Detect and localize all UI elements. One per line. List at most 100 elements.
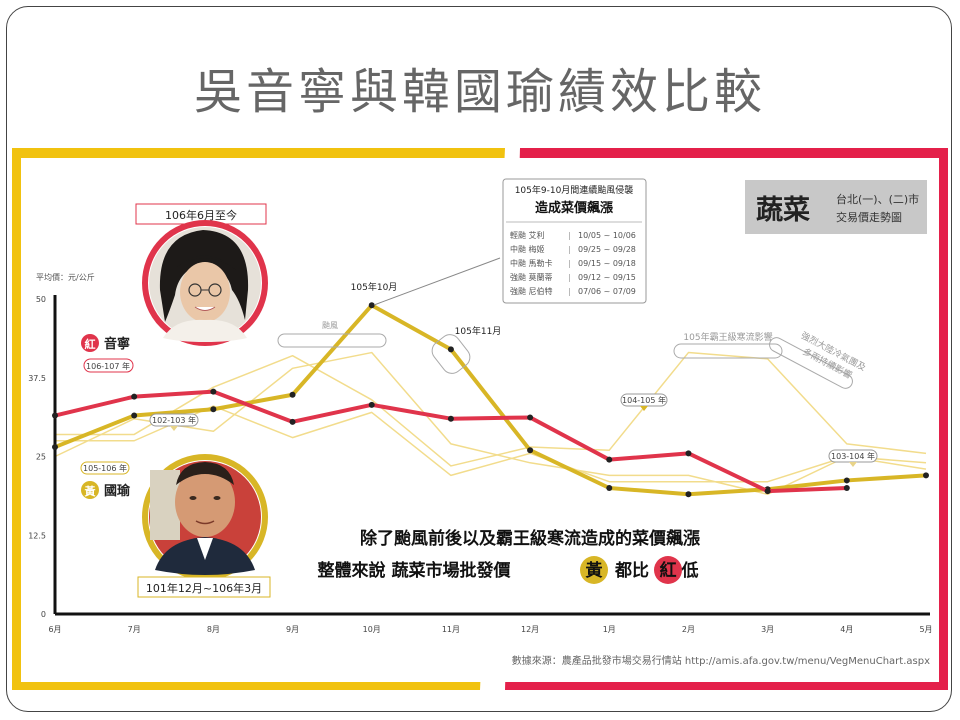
series-point [368, 401, 375, 408]
yellow-period: 101年12月~106年3月 [146, 581, 262, 595]
data-source: 數據來源：農產品批發市場交易行情站 http://amis.afa.gov.tw… [512, 654, 930, 667]
y-tick-label: 12.5 [28, 531, 46, 540]
tag-102-103: 102-103 年 [152, 415, 196, 425]
slide-frame [6, 6, 952, 712]
red-year-tag-bubble [83, 358, 134, 373]
typhoon-dates: 07/06 ~ 07/09 [578, 287, 636, 296]
faint-series-line [55, 351, 927, 467]
typhoon-list: 輕颱 艾利 | 10/05 ~ 10/06 中颱 梅姬 | 09/25 ~ 09/28 中颱… [510, 230, 636, 296]
peak-nov-bubble [431, 334, 471, 374]
y-tick-label: 37.5 [28, 374, 46, 383]
y-tick-label: 0 [41, 610, 46, 619]
typhoon-dates: 09/15 ~ 09/18 [578, 259, 636, 268]
conclusion-line1: 除了颱風前後以及霸王級寒流造成的菜價飆漲 [360, 528, 701, 549]
conclusion-line2-b: 都比 [614, 560, 649, 581]
series-point [685, 450, 692, 457]
y-axis-label: 平均價：元/公斤 [36, 272, 95, 282]
y-tick-label: 25 [36, 453, 46, 462]
x-tick-label: 12月 [521, 625, 539, 634]
chart-subtitle-line2: 交易價走勢圖 [836, 210, 902, 224]
typhoon-separator: | [568, 259, 571, 268]
typhoon-box-subtitle: 造成菜價飆漲 [535, 200, 614, 216]
red-label-dot [81, 334, 99, 352]
typhoon-box-title: 105年9-10月間連續颱風侵襲 [515, 184, 634, 196]
series-point [843, 477, 850, 484]
conclusion-yellow-char: 黃 [585, 561, 603, 581]
tag-103-104-marker [849, 462, 857, 467]
typhoon-tag: 颱風 [322, 321, 338, 330]
conclusion-line2-a: 整體來說 蔬菜市場批發價 [318, 560, 512, 581]
typhoon-name: 中颱 梅姬 [510, 244, 545, 254]
series-point [210, 406, 217, 413]
typhoon-separator: | [568, 245, 571, 254]
x-tick-label: 4月 [840, 625, 853, 634]
conclusion-red-char: 紅 [660, 560, 677, 581]
series-point [52, 444, 58, 451]
axes-group: 50 37.5 25 12.5 06月 7月 8月 9月 10月 11月 12月 1月 2月 3月 4月 5月 [28, 295, 933, 634]
series-point [606, 456, 613, 463]
typhoon-name: 輕颱 艾利 [510, 230, 545, 240]
red-period: 106年6月至今 [165, 208, 237, 222]
yellow-period-box [137, 576, 271, 598]
y-tick-label: 50 [36, 295, 46, 304]
series-point [606, 485, 613, 491]
series-point [527, 414, 534, 421]
series-point [210, 388, 217, 395]
title-box [745, 180, 927, 234]
slide-title: 吳音寧與韓國瑜績效比較 [193, 64, 766, 120]
yellow-year-tag: 105-106 年 [83, 463, 127, 473]
series-point [289, 391, 296, 398]
conclusion-line2-c: 低 [681, 560, 699, 581]
peak-label-nov: 105年11月 [455, 325, 502, 337]
x-tick-label: 10月 [363, 625, 381, 634]
x-tick-label: 11月 [442, 625, 460, 634]
yellow-label-char: 黃 [84, 484, 96, 498]
typhoon-separator: | [568, 273, 571, 282]
series-point [527, 447, 534, 454]
typhoon-name: 中颱 馬勒卡 [510, 258, 553, 268]
series-point [447, 346, 454, 353]
cold-tag: 105年霸王級寒流影響 [683, 331, 772, 343]
tag-104-105-marker [640, 406, 648, 411]
yellow-label-dot [81, 481, 99, 499]
tag-103-104: 103-104 年 [831, 451, 875, 461]
series-point [131, 393, 138, 400]
series-point [843, 485, 850, 491]
typhoon-dates: 09/12 ~ 09/15 [578, 273, 636, 282]
peak-label-oct: 105年10月 [351, 281, 398, 293]
red-year-tag: 106-107 年 [86, 361, 130, 371]
x-tick-label: 2月 [682, 625, 695, 634]
typhoon-tag-bubble [277, 333, 387, 348]
red-label-char: 紅 [85, 337, 96, 351]
series-point [131, 412, 138, 419]
tag-102-103-marker [170, 426, 178, 431]
chart-subtitle-line1: 台北(一)、(二)市 [836, 192, 919, 206]
yellow-year-tag-bubble [80, 461, 130, 475]
red-portrait [149, 227, 261, 342]
typhoon-name: 強颱 莫蘭蒂 [510, 272, 553, 282]
series-point [289, 418, 296, 425]
x-tick-label: 1月 [603, 625, 616, 634]
cold-tag-bubble [673, 343, 783, 359]
typhoon-pointer [373, 257, 501, 306]
yellow-label-name: 國瑜 [104, 483, 131, 499]
x-tick-label: 6月 [48, 625, 61, 634]
series-point [52, 412, 58, 419]
typhoon-separator: | [568, 231, 571, 240]
series-point [923, 472, 929, 479]
x-tick-label: 7月 [128, 625, 141, 634]
series-point [368, 302, 375, 309]
series-point [447, 415, 454, 422]
typhoon-dates: 10/05 ~ 10/06 [578, 231, 636, 240]
series-line [53, 303, 928, 497]
typhoon-box [502, 178, 647, 304]
series-point [685, 491, 692, 498]
cold-tag2-bubble [769, 337, 853, 389]
x-tick-label: 5月 [919, 625, 932, 634]
conclusion-red-circle [654, 556, 682, 584]
x-tick-label: 9月 [286, 625, 299, 634]
red-label-name: 音寧 [104, 336, 130, 352]
typhoon-separator: | [568, 287, 571, 296]
tag-104-105: 104-105 年 [622, 395, 666, 405]
typhoon-dates: 09/25 ~ 09/28 [578, 245, 636, 254]
